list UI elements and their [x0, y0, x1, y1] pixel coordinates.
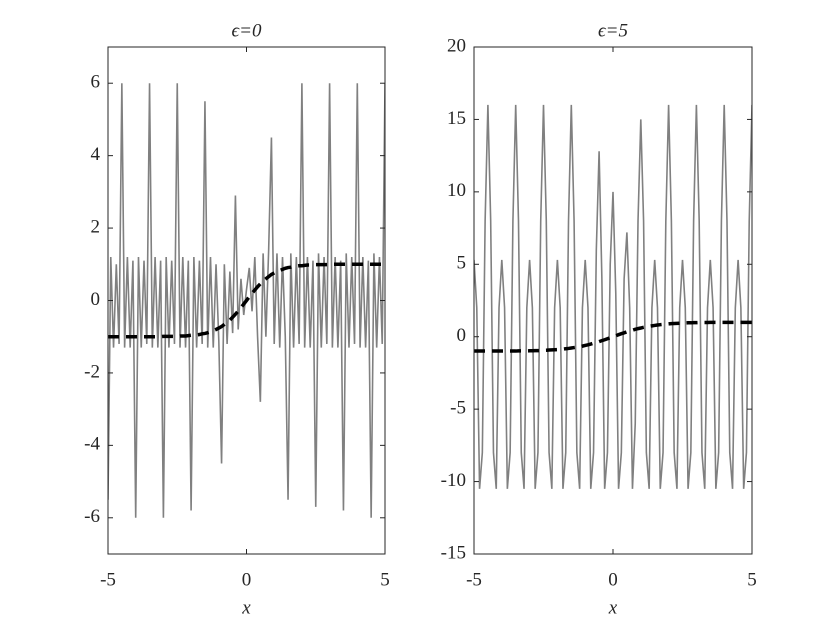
x-tick-label: -5	[100, 569, 116, 590]
y-tick-label: 20	[447, 35, 466, 56]
x-axis-label: x	[241, 597, 251, 618]
x-tick-label: 0	[242, 569, 252, 590]
dashed-line	[474, 320, 752, 353]
plot-lines	[108, 83, 385, 518]
y-tick-label: -15	[441, 542, 466, 563]
chart-title: ϵ=0	[232, 20, 262, 41]
y-tick-label: 0	[457, 325, 467, 346]
x-tick-label: -5	[466, 569, 482, 590]
y-tick-label: -6	[84, 506, 100, 527]
y-tick-label: 15	[447, 108, 466, 129]
y-tick-label: -2	[84, 361, 100, 382]
y-tick-label: -10	[441, 470, 466, 491]
plot-lines	[474, 104, 752, 489]
y-tick-label: 10	[447, 180, 466, 201]
y-tick-label: 4	[91, 144, 101, 165]
x-tick-label: 5	[380, 569, 390, 590]
x-tick-label: 5	[747, 569, 757, 590]
y-tick-label: 6	[91, 72, 101, 93]
y-tick-label: 5	[457, 253, 467, 274]
dashed-line	[108, 262, 385, 339]
x-axis-label: x	[608, 597, 618, 618]
chart-title: ϵ=5	[598, 20, 628, 41]
line	[108, 83, 385, 518]
y-tick-label: -4	[84, 434, 100, 455]
y-tick-label: 2	[91, 216, 101, 237]
x-tick-label: 0	[608, 569, 618, 590]
y-tick-label: 0	[91, 289, 101, 310]
y-tick-label: -5	[450, 398, 466, 419]
line	[474, 104, 752, 489]
